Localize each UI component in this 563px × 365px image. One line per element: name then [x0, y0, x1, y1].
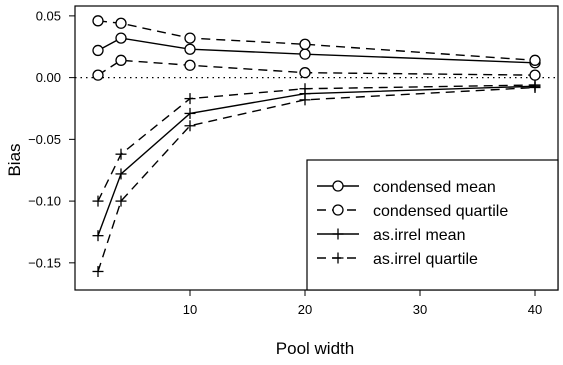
y-axis-label: Bias	[5, 143, 24, 176]
x-tick-label: 10	[183, 302, 197, 317]
data-point-plus	[92, 265, 104, 277]
data-point-circle	[92, 69, 104, 81]
x-axis-label: Pool width	[276, 339, 354, 358]
data-point-plus	[115, 195, 127, 207]
legend-item: condensed quartile	[317, 203, 508, 220]
data-point-plus	[92, 195, 104, 207]
data-point-plus	[299, 83, 311, 95]
legend-label: as.irrel quartile	[373, 251, 478, 268]
series-layer	[92, 15, 541, 277]
data-point-circle	[332, 204, 344, 216]
data-point-circle	[115, 54, 127, 66]
data-point-circle	[184, 32, 196, 44]
x-tick-label: 40	[528, 302, 542, 317]
data-point-plus	[115, 148, 127, 160]
data-point-plus	[184, 93, 196, 105]
series-line	[97, 37, 536, 64]
data-point-plus	[529, 81, 541, 93]
legend-box	[306, 159, 559, 291]
data-point-circle	[92, 15, 104, 27]
data-point-circle	[299, 38, 311, 50]
legend-label: condensed quartile	[373, 203, 508, 220]
y-tick-label: 0.05	[36, 8, 61, 23]
data-point-circle	[184, 59, 196, 71]
data-point-plus	[332, 228, 344, 240]
y-tick-label: 0.00	[36, 70, 61, 85]
data-point-circle	[332, 180, 344, 192]
data-point-plus	[184, 107, 196, 119]
series-line	[97, 86, 536, 272]
data-point-circle	[92, 44, 104, 57]
y-tick-label: −0.15	[28, 255, 61, 270]
legend: condensed mean condensed quartile as.irrel…	[306, 159, 559, 291]
data-point-circle	[115, 32, 127, 44]
data-point-circle	[299, 67, 311, 79]
y-tick-label: −0.05	[28, 132, 61, 147]
data-point-circle	[529, 54, 541, 66]
data-point-circle	[115, 17, 127, 29]
data-point-plus	[184, 120, 196, 132]
series-as-irrel-quartile	[92, 81, 541, 277]
series-line	[97, 59, 536, 76]
data-point-plus	[332, 252, 344, 264]
x-tick-label: 20	[298, 302, 312, 317]
legend-item: as.irrel quartile	[317, 251, 478, 268]
axes: 10 20 30 40 0.05 0.00 −0.05 −0.10 −0.15	[28, 8, 542, 317]
x-tick-label: 30	[413, 302, 427, 317]
data-point-circle	[184, 43, 196, 55]
legend-label: as.irrel mean	[373, 227, 465, 244]
data-point-circle	[299, 48, 311, 60]
data-point-plus	[299, 94, 311, 106]
legend-label: condensed mean	[373, 179, 496, 196]
series-condensed-quartile	[92, 15, 541, 66]
data-point-plus	[92, 230, 104, 242]
legend-item: condensed mean	[317, 179, 496, 196]
data-point-circle	[529, 69, 541, 81]
legend-item: as.irrel mean	[317, 227, 465, 244]
y-tick-label: −0.10	[28, 194, 61, 209]
data-point-plus	[115, 168, 127, 180]
series-condensed-quartile	[92, 54, 541, 81]
